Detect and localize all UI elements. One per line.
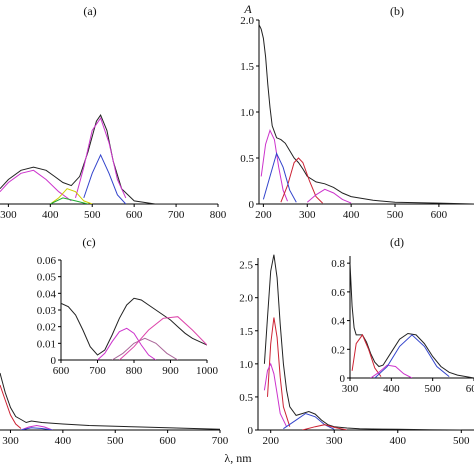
x-tick-label: 300: [342, 383, 359, 395]
x-tick-label: 200: [255, 209, 272, 221]
series-line-4: [50, 188, 93, 204]
panel-d: 200 300 400 500 0 0.5 1.0 1.5 2.0 2.5 (d): [239, 235, 474, 447]
inset-background: [61, 260, 207, 360]
series-line-4: [306, 188, 352, 204]
x-tick-label: 400: [343, 209, 360, 221]
series-line-3: [280, 157, 323, 204]
series-line-3: [75, 116, 127, 199]
y-tick-label: 0.4: [331, 316, 345, 328]
x-tick-label: 700: [89, 365, 106, 377]
x-tick-label: 600: [126, 209, 143, 221]
y-tick-label: 0.5: [239, 392, 253, 404]
y-tick-label: 0.04: [37, 288, 57, 300]
y-tick-label: 1.0: [240, 107, 254, 119]
y-tick-label: 0.06: [37, 255, 57, 267]
figure-x-axis-label: λ, nm: [224, 451, 252, 465]
y-axis-title: A: [243, 2, 252, 16]
series-line-1: [0, 372, 220, 430]
y-tick-label: 2.5: [239, 260, 253, 272]
x-tick-label: 700: [212, 435, 229, 447]
y-tick-label: 0: [248, 425, 254, 437]
series-line-3: [20, 424, 53, 430]
series-line-1: [350, 263, 474, 378]
y-tick-label: 2.0: [239, 293, 253, 305]
series-line-1: [0, 114, 218, 204]
x-tick-label: 900: [162, 365, 179, 377]
x-tick-label: 300: [326, 435, 343, 447]
x-tick-label: 300: [299, 209, 316, 221]
panel-d-inset: 300 400 500 600 0 0.2 0.4 0.6 0.8: [331, 256, 474, 395]
x-tick-label: 600: [159, 435, 176, 447]
panel-c-inset: 600 700 800 900 1000 0 0.01 0.02 0.03 0.04 0.05 0.0…: [37, 255, 219, 377]
y-tick-label: 0: [51, 355, 57, 367]
x-tick-label: 400: [383, 383, 400, 395]
panel-title: (c): [82, 235, 95, 249]
x-tick-label: 800: [210, 209, 227, 221]
x-tick-label: 600: [466, 383, 474, 395]
x-tick-label: 500: [453, 435, 470, 447]
panel-a: 300 400 500 600 700 800 (a): [0, 4, 227, 221]
x-tick-label: 600: [431, 209, 448, 221]
x-tick-label: 500: [107, 435, 124, 447]
x-tick-label: 300: [0, 209, 17, 221]
y-tick-label: 0.02: [37, 322, 56, 334]
y-tick-label: 1.5: [239, 326, 253, 338]
inset-background: [350, 256, 474, 378]
x-tick-label: 1000: [196, 365, 219, 377]
series-line-4: [119, 316, 207, 360]
panels: 300 400 500 600 700 800(a)200 300 400 500 60000.5…: [0, 2, 474, 447]
series-line-3: [370, 364, 413, 378]
series-line-2: [0, 384, 22, 429]
panel-title: (b): [390, 4, 404, 18]
series-line-4: [20, 427, 53, 430]
y-tick-label: 0.01: [37, 338, 56, 350]
y-tick-label: 0: [249, 199, 255, 211]
series-line-4: [374, 334, 450, 378]
series-line-2: [97, 327, 157, 360]
series-line-5: [83, 153, 127, 204]
series-line-2: [260, 129, 288, 202]
series-line-1: [259, 24, 474, 204]
y-tick-label: 2.0: [240, 15, 254, 27]
y-tick-label: 0.05: [37, 272, 57, 284]
series-line-3: [111, 337, 179, 360]
x-tick-label: 500: [387, 209, 404, 221]
panel-c: 300 400 500 600 700 (c): [0, 235, 229, 447]
x-tick-label: 400: [42, 209, 59, 221]
series-line-2: [351, 333, 382, 377]
x-tick-label: 300: [2, 435, 19, 447]
series-line-1: [263, 254, 462, 430]
x-tick-label: 400: [390, 435, 407, 447]
y-tick-label: 0: [340, 373, 346, 385]
panel-b: 200 300 400 500 600 0 0.5 1.0 1.5 2.0 (b) A: [240, 2, 474, 221]
series-line-4: [283, 412, 335, 430]
series-line-5: [262, 151, 297, 203]
y-tick-label: 0.5: [240, 153, 254, 165]
x-tick-label: 500: [424, 383, 441, 395]
y-tick-label: 0.8: [331, 258, 345, 270]
series-line-2: [267, 317, 291, 427]
series-line-1: [61, 297, 207, 356]
x-tick-label: 800: [126, 365, 143, 377]
x-tick-label: 600: [53, 365, 70, 377]
panel-title: (a): [83, 4, 96, 18]
y-tick-label: 1.5: [240, 61, 254, 73]
series-line-5: [302, 424, 348, 430]
series-line-3: [263, 362, 288, 427]
series-line-6: [50, 197, 89, 204]
y-tick-label: 0.03: [37, 305, 57, 317]
x-tick-label: 500: [84, 209, 101, 221]
x-tick-label: 700: [168, 209, 185, 221]
x-tick-label: 200: [262, 435, 279, 447]
series-line-2: [0, 169, 72, 202]
panel-title: (d): [390, 235, 404, 249]
y-tick-label: 0.2: [331, 344, 345, 356]
y-tick-label: 1.0: [239, 359, 253, 371]
x-tick-label: 400: [55, 435, 72, 447]
y-tick-label: 0.6: [331, 287, 345, 299]
